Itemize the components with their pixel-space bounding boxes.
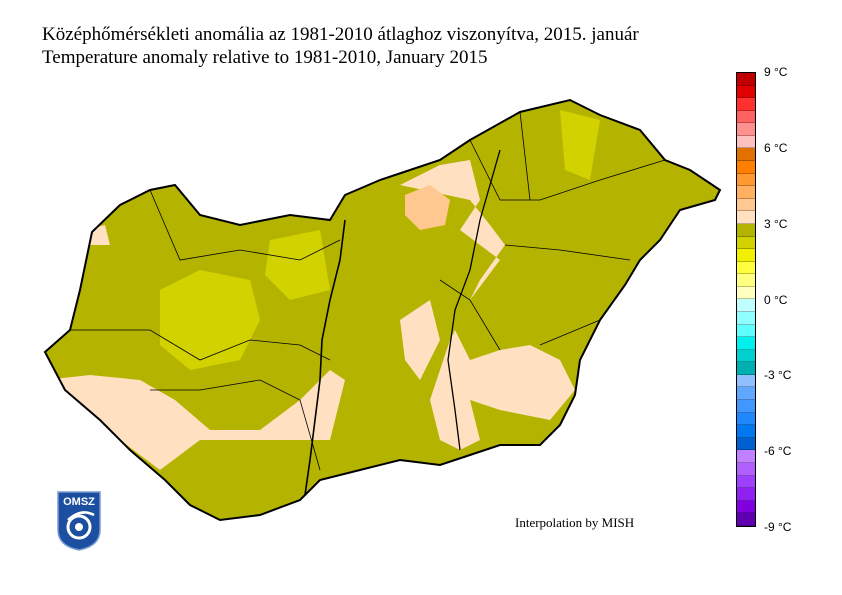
color-scale-bin xyxy=(737,362,755,375)
color-scale-bin xyxy=(737,261,755,275)
color-scale-bin xyxy=(737,173,755,187)
color-scale-tick-label: 9 °C xyxy=(764,65,788,79)
color-scale-bin xyxy=(737,249,755,262)
color-scale-bin xyxy=(737,450,755,463)
color-scale-bin xyxy=(737,73,755,86)
color-scale-bin xyxy=(737,462,755,476)
color-scale-bin xyxy=(737,324,755,338)
color-scale-tick-label: 6 °C xyxy=(764,140,788,155)
color-scale-bin xyxy=(737,299,755,312)
color-scale-bar xyxy=(736,72,756,527)
tisza-river xyxy=(447,149,501,451)
logo-text: OMSZ xyxy=(63,496,95,508)
color-scale-bin xyxy=(737,85,755,99)
color-scale-bin xyxy=(737,98,755,111)
color-scale-bin xyxy=(737,488,755,501)
cyclone-icon xyxy=(66,514,92,540)
interpolation-credit: Interpolation by MISH xyxy=(515,515,635,530)
color-scale-bin xyxy=(737,374,755,388)
title-hungarian: Középhőmérsékleti anomália az 1981-2010 … xyxy=(42,24,639,45)
color-scale-bin xyxy=(737,148,755,162)
color-scale-tick-label: -3 °C xyxy=(764,368,792,383)
color-scale-bin xyxy=(737,412,755,426)
color-scale-bin xyxy=(737,349,755,363)
county-borders xyxy=(70,111,666,471)
anomaly-area-cooler xyxy=(265,230,330,300)
color-scale-bin xyxy=(737,211,755,224)
danube-river xyxy=(304,219,346,496)
title-english: Temperature anomaly relative to 1981-201… xyxy=(42,47,488,68)
anomaly-area-warm xyxy=(45,370,345,470)
anomaly-area-warm xyxy=(400,160,575,450)
color-scale-tick-label: 3 °C xyxy=(764,216,788,231)
color-scale-tick-label: 0 °C xyxy=(764,292,788,307)
color-scale-bin xyxy=(737,337,755,350)
color-scale-bin xyxy=(737,500,755,514)
color-scale-bin xyxy=(737,425,755,438)
color-scale-bin xyxy=(737,236,755,250)
color-scale-bin xyxy=(737,186,755,199)
anomaly-area-cooler xyxy=(560,110,600,180)
color-scale-bin xyxy=(737,135,755,149)
color-scale-bin xyxy=(737,437,755,451)
color-scale-bin xyxy=(737,161,755,174)
color-scale-tick-label: -9 °C xyxy=(764,520,792,534)
color-scale-bin xyxy=(737,387,755,401)
color-scale-bin xyxy=(737,110,755,124)
anomaly-area-cooler xyxy=(160,270,260,370)
omsz-logo: OMSZ xyxy=(57,491,101,551)
anomaly-area-warmer xyxy=(405,185,450,230)
color-scale-bin xyxy=(737,475,755,489)
color-scale-bin xyxy=(737,123,755,136)
anomaly-area-warm xyxy=(400,300,440,380)
color-scale-bin xyxy=(737,223,755,237)
color-scale-bin xyxy=(737,198,755,212)
color-scale-tick-label: -6 °C xyxy=(764,444,792,459)
color-scale-bin xyxy=(737,311,755,325)
color-scale-bin xyxy=(737,274,755,287)
color-scale-bin xyxy=(737,400,755,413)
color-scale-bin xyxy=(737,513,755,526)
color-scale-bin xyxy=(737,286,755,300)
